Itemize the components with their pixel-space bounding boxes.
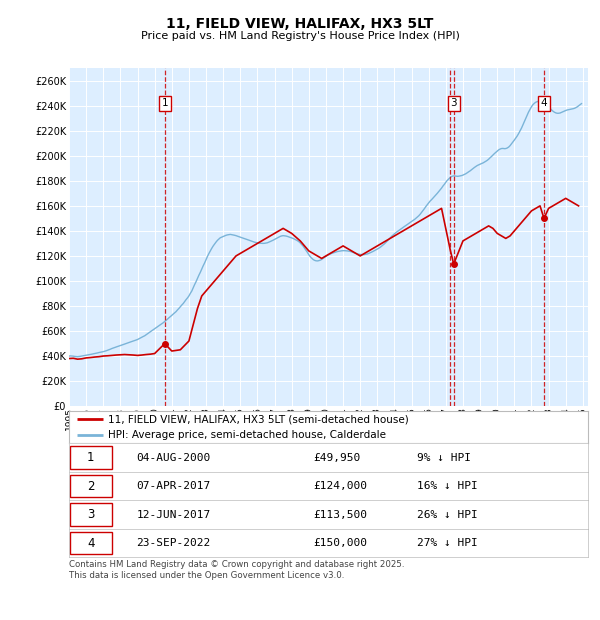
Text: 1: 1 xyxy=(161,98,168,108)
Text: 26% ↓ HPI: 26% ↓ HPI xyxy=(417,510,478,520)
Text: 16% ↓ HPI: 16% ↓ HPI xyxy=(417,481,478,491)
Text: 23-SEP-2022: 23-SEP-2022 xyxy=(136,538,211,548)
Text: 9% ↓ HPI: 9% ↓ HPI xyxy=(417,453,471,463)
Text: HPI: Average price, semi-detached house, Calderdale: HPI: Average price, semi-detached house,… xyxy=(108,430,386,440)
FancyBboxPatch shape xyxy=(70,446,112,469)
Text: £113,500: £113,500 xyxy=(313,510,367,520)
Text: 3: 3 xyxy=(451,98,457,108)
Text: 4: 4 xyxy=(541,98,547,108)
FancyBboxPatch shape xyxy=(70,475,112,497)
Text: 12-JUN-2017: 12-JUN-2017 xyxy=(136,510,211,520)
Text: 3: 3 xyxy=(87,508,94,521)
Text: 04-AUG-2000: 04-AUG-2000 xyxy=(136,453,211,463)
Text: 07-APR-2017: 07-APR-2017 xyxy=(136,481,211,491)
FancyBboxPatch shape xyxy=(70,532,112,554)
Text: 27% ↓ HPI: 27% ↓ HPI xyxy=(417,538,478,548)
Text: 4: 4 xyxy=(87,537,95,549)
Text: £49,950: £49,950 xyxy=(313,453,360,463)
Text: Contains HM Land Registry data © Crown copyright and database right 2025.
This d: Contains HM Land Registry data © Crown c… xyxy=(69,560,404,580)
Text: £124,000: £124,000 xyxy=(313,481,367,491)
Text: 1: 1 xyxy=(87,451,95,464)
Text: 11, FIELD VIEW, HALIFAX, HX3 5LT: 11, FIELD VIEW, HALIFAX, HX3 5LT xyxy=(166,17,434,30)
Text: Price paid vs. HM Land Registry's House Price Index (HPI): Price paid vs. HM Land Registry's House … xyxy=(140,31,460,41)
FancyBboxPatch shape xyxy=(70,503,112,526)
Text: 2: 2 xyxy=(87,480,95,492)
Text: 11, FIELD VIEW, HALIFAX, HX3 5LT (semi-detached house): 11, FIELD VIEW, HALIFAX, HX3 5LT (semi-d… xyxy=(108,414,409,424)
Text: £150,000: £150,000 xyxy=(313,538,367,548)
